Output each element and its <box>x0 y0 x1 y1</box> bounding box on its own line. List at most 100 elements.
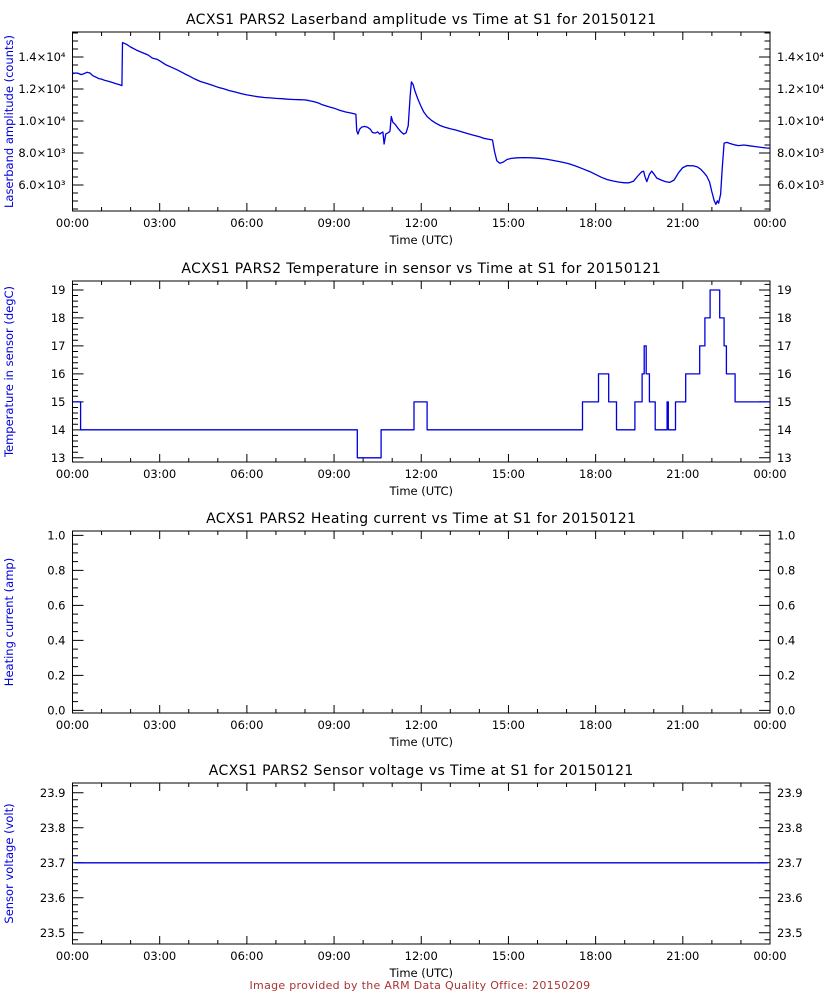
y-tick-label-left: 13 <box>51 451 66 465</box>
x-tick-label: 06:00 <box>230 216 263 230</box>
y-tick-label-right: 23.8 <box>777 821 803 835</box>
y-tick-label-left: 0.4 <box>47 633 65 647</box>
y-tick-label-left: 19 <box>51 283 66 297</box>
x-tick-label: 18:00 <box>579 216 612 230</box>
y-axis-title: Heating current (amp) <box>2 558 16 686</box>
panel-4: ACXS1 PARS2 Sensor voltage vs Time at S1… <box>2 763 803 980</box>
x-axis-title: Time (UTC) <box>388 233 453 247</box>
x-tick-label: 03:00 <box>143 718 176 732</box>
x-tick-label: 00:00 <box>56 949 89 963</box>
y-tick-label-left: 1.2×10⁴ <box>18 82 66 96</box>
axis-ticks <box>72 281 771 462</box>
y-tick-label-left: 23.7 <box>40 856 66 870</box>
x-axis-title: Time (UTC) <box>388 484 453 498</box>
plot-border <box>72 782 771 945</box>
y-tick-label-right: 0.6 <box>777 598 795 612</box>
y-tick-label-right: 13 <box>777 451 792 465</box>
y-axis-title: Sensor voltage (volt) <box>2 803 16 923</box>
y-tick-label-left: 1.0×10⁴ <box>18 114 66 128</box>
x-tick-label: 06:00 <box>230 718 263 732</box>
panel-3: ACXS1 PARS2 Heating current vs Time at S… <box>2 511 795 749</box>
y-tick-label-left: 0.8 <box>47 563 65 577</box>
y-tick-label-left: 0.0 <box>47 703 65 717</box>
x-tick-label: 03:00 <box>143 467 176 481</box>
x-tick-label: 21:00 <box>666 718 699 732</box>
y-tick-label-right: 0.0 <box>777 703 795 717</box>
y-tick-label-right: 17 <box>777 339 792 353</box>
plot-border <box>72 280 771 463</box>
panel-2: ACXS1 PARS2 Temperature in sensor vs Tim… <box>2 261 792 498</box>
y-tick-label-left: 16 <box>51 367 66 381</box>
y-tick-label-left: 23.9 <box>40 786 66 800</box>
y-tick-label-left: 17 <box>51 339 66 353</box>
sensor-temperature-line <box>72 289 770 459</box>
x-tick-label: 00:00 <box>753 467 786 481</box>
y-tick-label-right: 18 <box>777 311 792 325</box>
y-tick-label-left: 1.0 <box>47 528 65 542</box>
laserband-amplitude-line <box>72 41 771 206</box>
y-tick-label-left: 0.6 <box>47 598 65 612</box>
y-tick-label-right: 15 <box>777 395 792 409</box>
x-tick-label: 09:00 <box>317 216 350 230</box>
x-tick-label: 09:00 <box>317 949 350 963</box>
y-tick-label-right: 16 <box>777 367 792 381</box>
y-tick-label-right: 14 <box>777 423 792 437</box>
y-tick-label-right: 23.7 <box>777 856 803 870</box>
x-tick-label: 12:00 <box>405 718 438 732</box>
y-tick-label-right: 0.8 <box>777 563 795 577</box>
y-tick-label-left: 23.5 <box>40 926 66 940</box>
x-tick-label: 09:00 <box>317 467 350 481</box>
panel-title: ACXS1 PARS2 Sensor voltage vs Time at S1… <box>209 763 634 779</box>
x-tick-label: 09:00 <box>317 718 350 732</box>
y-tick-label-right: 6.0×10³ <box>777 178 825 192</box>
axis-ticks <box>72 531 771 713</box>
x-tick-label: 18:00 <box>579 718 612 732</box>
panel-title: ACXS1 PARS2 Heating current vs Time at S… <box>206 511 636 527</box>
y-tick-label-left: 23.8 <box>40 821 66 835</box>
y-tick-label-left: 0.2 <box>47 668 65 682</box>
y-tick-label-right: 0.4 <box>777 633 795 647</box>
axis-ticks <box>72 32 771 211</box>
x-tick-label: 00:00 <box>56 216 89 230</box>
y-tick-label-left: 8.0×10³ <box>18 146 66 160</box>
y-tick-label-right: 1.0×10⁴ <box>777 114 825 128</box>
x-tick-label: 15:00 <box>492 467 525 481</box>
y-tick-label-left: 6.0×10³ <box>18 178 66 192</box>
x-tick-label: 18:00 <box>579 467 612 481</box>
axis-ticks <box>72 783 771 944</box>
y-tick-label-right: 23.5 <box>777 926 803 940</box>
footer-credit: Image provided by the ARM Data Quality O… <box>249 979 591 992</box>
x-tick-label: 21:00 <box>666 467 699 481</box>
x-axis-title: Time (UTC) <box>388 735 453 749</box>
x-tick-label: 15:00 <box>492 216 525 230</box>
panel-1: ACXS1 PARS2 Laserband amplitude vs Time … <box>2 12 825 247</box>
y-tick-label-left: 1.4×10⁴ <box>18 50 66 64</box>
x-tick-label: 06:00 <box>230 949 263 963</box>
x-tick-label: 03:00 <box>143 216 176 230</box>
x-tick-label: 06:00 <box>230 467 263 481</box>
x-tick-label: 00:00 <box>753 718 786 732</box>
x-tick-label: 03:00 <box>143 949 176 963</box>
plot-border <box>72 31 771 212</box>
y-tick-label-left: 23.6 <box>40 891 66 905</box>
y-tick-label-left: 14 <box>51 423 66 437</box>
y-tick-label-right: 1.2×10⁴ <box>777 82 825 96</box>
panel-title: ACXS1 PARS2 Laserband amplitude vs Time … <box>186 12 657 28</box>
y-tick-label-right: 1.4×10⁴ <box>777 50 825 64</box>
x-axis-title: Time (UTC) <box>388 966 453 980</box>
x-tick-label: 18:00 <box>579 949 612 963</box>
plot-border <box>72 530 771 714</box>
x-tick-label: 12:00 <box>405 949 438 963</box>
y-tick-label-right: 23.6 <box>777 891 803 905</box>
x-tick-label: 12:00 <box>405 216 438 230</box>
y-axis-title: Temperature in sensor (degC) <box>2 286 16 458</box>
x-tick-label: 21:00 <box>666 216 699 230</box>
y-tick-label-right: 23.9 <box>777 786 803 800</box>
x-tick-label: 21:00 <box>666 949 699 963</box>
x-tick-label: 12:00 <box>405 467 438 481</box>
y-tick-label-left: 15 <box>51 395 66 409</box>
y-tick-label-right: 8.0×10³ <box>777 146 825 160</box>
y-tick-label-left: 18 <box>51 311 66 325</box>
